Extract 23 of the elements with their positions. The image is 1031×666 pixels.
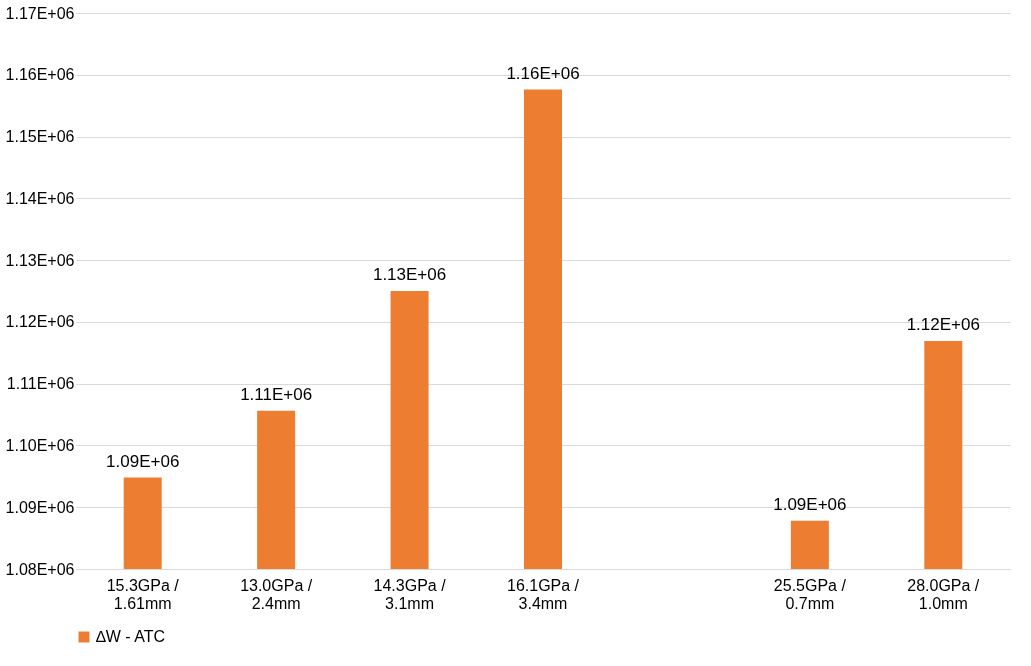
y-tick-label: 1.10E+06 — [5, 436, 75, 454]
legend-label: ∆W - ATC — [96, 628, 166, 645]
y-tick-label: 1.17E+06 — [5, 4, 75, 22]
y-tick-label: 1.11E+06 — [6, 375, 75, 393]
y-tick-label: 1.13E+06 — [5, 251, 75, 269]
data-label: 1.09E+06 — [773, 494, 847, 514]
x-tick-label: 13.0GPa / 2.4mm — [240, 576, 313, 612]
data-label: 1.13E+06 — [372, 265, 447, 284]
x-tick-label: 25.5GPa / 0.7mm — [773, 576, 847, 612]
x-tick-label: 16.1GPa / 3.4mm — [506, 576, 580, 612]
y-tick-label: 1.08E+06 — [5, 560, 75, 578]
y-tick-label: 1.12E+06 — [5, 313, 75, 331]
x-tick-label: 15.3GPa / 1.61mm — [106, 576, 180, 612]
data-label: 1.09E+06 — [106, 451, 180, 471]
x-tick-label: 28.0GPa / 1.0mm — [907, 576, 980, 612]
y-tick-label: 1.16E+06 — [5, 66, 75, 84]
data-label: 1.12E+06 — [906, 315, 980, 335]
data-label: 1.11E+06 — [240, 384, 313, 404]
data-label: 1.16E+06 — [506, 63, 580, 83]
y-tick-label: 1.14E+06 — [5, 189, 75, 207]
y-tick-label: 1.15E+06 — [5, 128, 75, 146]
x-tick-label: 14.3GPa / 3.1mm — [373, 576, 447, 612]
y-tick-label: 1.09E+06 — [5, 498, 75, 516]
